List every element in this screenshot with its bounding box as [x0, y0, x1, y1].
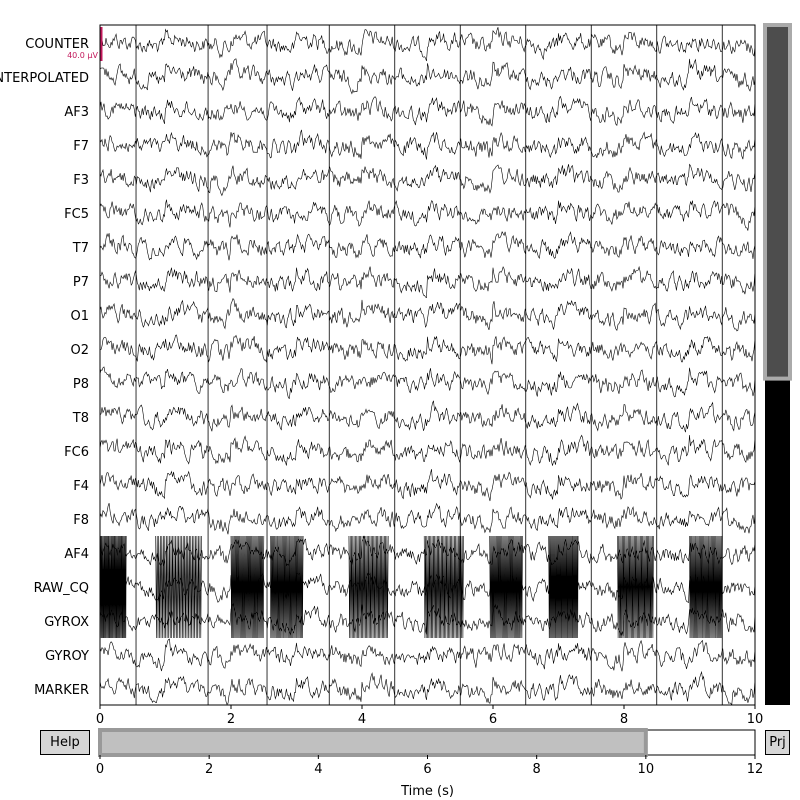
- axes-layer: 40.0 µV 0 2 4 6 8 10: [67, 24, 764, 727]
- trace-f4: [100, 469, 755, 502]
- x-tick-label: 6: [489, 712, 497, 727]
- nav-x-tick-label: 10: [638, 762, 655, 777]
- channel-label-o1: O1: [70, 309, 89, 324]
- trace-t8: [100, 400, 755, 433]
- channel-label-raw_cq: RAW_CQ: [34, 581, 89, 596]
- channel-label-f3: F3: [73, 173, 89, 188]
- channel-label-fc5: FC5: [64, 207, 89, 222]
- channel-label-gyrox: GYROX: [44, 615, 89, 630]
- burst-8: [617, 535, 654, 639]
- burst-3: [270, 535, 304, 639]
- channel-label-gyroy: GYROY: [45, 649, 89, 664]
- nav-x-tick-label: 12: [747, 762, 764, 777]
- nav-x-tick-label: 2: [205, 762, 213, 777]
- channel-label-f8: F8: [73, 513, 89, 528]
- plot-frame: [99, 24, 756, 706]
- projector-button[interactable]: Prj: [765, 730, 790, 755]
- nav-x-tick-label: 4: [314, 762, 322, 777]
- trace-interpolated: [100, 58, 755, 95]
- trace-gyroy: [100, 638, 755, 672]
- channel-label-t7: T7: [72, 241, 89, 256]
- help-button[interactable]: Help: [40, 730, 90, 755]
- nav-x-tick-label: 6: [423, 762, 431, 777]
- trace-marker: [100, 670, 755, 705]
- trace-af3: [100, 95, 755, 127]
- trace-o2: [100, 334, 755, 365]
- navigator-window[interactable]: [98, 728, 648, 757]
- channel-label-t8: T8: [72, 411, 89, 426]
- markers-layer: [135, 25, 723, 705]
- nav-x-tick-label: 0: [96, 762, 104, 777]
- trace-t7: [100, 231, 755, 261]
- channel-label-interpolated: INTERPOLATED: [0, 71, 89, 86]
- burst-6: [489, 535, 523, 639]
- trace-o1: [100, 298, 755, 332]
- trace-f7: [100, 129, 755, 160]
- burst-7: [548, 535, 579, 639]
- channel-label-marker: MARKER: [34, 683, 89, 698]
- trace-f8: [100, 502, 755, 535]
- x-tick-label: 10: [747, 712, 764, 727]
- burst-1: [155, 535, 202, 639]
- channel-labels: COUNTER INTERPOLATED AF3 F7 F3 FC5 T7 P7 O1 O2 P8 T…: [0, 37, 89, 698]
- trace-af4: [100, 535, 755, 567]
- trace-fc6: [100, 434, 755, 466]
- channel-label-p7: P7: [73, 275, 89, 290]
- traces-layer: [100, 27, 755, 705]
- burst-5: [423, 535, 464, 639]
- channel-label-counter: COUNTER: [25, 37, 89, 52]
- burst-2: [230, 535, 265, 639]
- trace-p8: [100, 366, 755, 400]
- x-tick-label: 0: [96, 712, 104, 727]
- x-tick-label: 2: [227, 712, 235, 727]
- burst-4: [348, 535, 389, 639]
- channel-label-fc6: FC6: [64, 445, 89, 460]
- nav-x-tick-label: 8: [533, 762, 541, 777]
- channel-label-af3: AF3: [64, 105, 89, 120]
- channel-scrollbar[interactable]: [763, 23, 792, 705]
- trace-p7: [100, 265, 755, 299]
- channel-label-p8: P8: [73, 377, 89, 392]
- x-axis-label: Time (s): [400, 784, 454, 799]
- x-tick-label: 4: [358, 712, 366, 727]
- channel-label-af4: AF4: [64, 547, 89, 562]
- trace-counter: [100, 27, 755, 62]
- trace-fc5: [100, 199, 755, 231]
- trace-f3: [100, 163, 755, 197]
- time-navigator[interactable]: 0 2 4 6 8 10 12 Time (s): [96, 728, 764, 799]
- channel-label-o2: O2: [70, 343, 89, 358]
- burst-0: [100, 535, 127, 639]
- channel-label-f7: F7: [73, 139, 89, 154]
- burst-9: [689, 535, 723, 639]
- channel-label-f4: F4: [73, 479, 89, 494]
- scrollbar-thumb[interactable]: [763, 23, 792, 381]
- scale-bar-label: 40.0 µV: [67, 51, 98, 60]
- x-tick-label: 8: [620, 712, 628, 727]
